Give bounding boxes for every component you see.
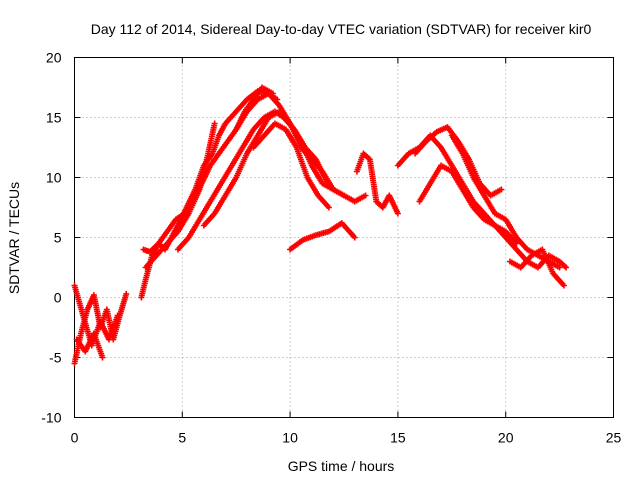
y-tick-label: -5: [49, 350, 62, 366]
series-L: [353, 150, 401, 217]
data-points: [71, 84, 570, 367]
chart-title: Day 112 of 2014, Sidereal Day-to-day VTE…: [91, 21, 592, 37]
data-point: [351, 234, 358, 241]
x-tick-label: 10: [282, 430, 298, 446]
series-K: [287, 220, 358, 253]
data-point: [563, 264, 570, 271]
data-point: [123, 290, 130, 297]
series-I: [233, 90, 337, 193]
x-tick-label: 20: [498, 430, 514, 446]
data-point: [114, 312, 121, 319]
axis-ticks: [74, 57, 614, 418]
data-point: [560, 282, 567, 289]
grid-lines: [74, 57, 614, 418]
y-tick-label: 0: [54, 290, 62, 306]
y-tick-label: 15: [46, 110, 62, 126]
data-point: [325, 204, 332, 211]
data-point: [362, 192, 369, 199]
y-axis-label: SDTVAR / TECUs: [6, 182, 22, 294]
data-point: [99, 354, 106, 361]
series-O: [416, 162, 520, 247]
series-Q: [507, 246, 567, 289]
x-tick-label: 25: [606, 430, 622, 446]
data-point: [330, 186, 337, 193]
x-tick-label: 15: [390, 430, 406, 446]
series-P: [448, 132, 563, 271]
x-axis-label: GPS time / hours: [288, 458, 395, 474]
y-tick-label: 5: [54, 230, 62, 246]
data-point: [211, 120, 218, 127]
y-tick-label: -10: [41, 410, 61, 426]
series-J: [250, 120, 332, 211]
y-tick-label: 10: [46, 170, 62, 186]
x-tick-label: 5: [178, 430, 186, 446]
data-point: [341, 192, 347, 199]
tick-labels: 0 5 10 15 20 25 -10 -5 0 5 10 15 20: [41, 50, 621, 446]
y-tick-label: 20: [46, 50, 62, 66]
data-point: [556, 264, 563, 271]
x-tick-label: 0: [71, 430, 79, 446]
series-F: [142, 120, 218, 271]
data-point: [498, 186, 505, 193]
series-E: [140, 84, 276, 255]
data-point: [394, 210, 401, 217]
series-C: [73, 330, 106, 361]
